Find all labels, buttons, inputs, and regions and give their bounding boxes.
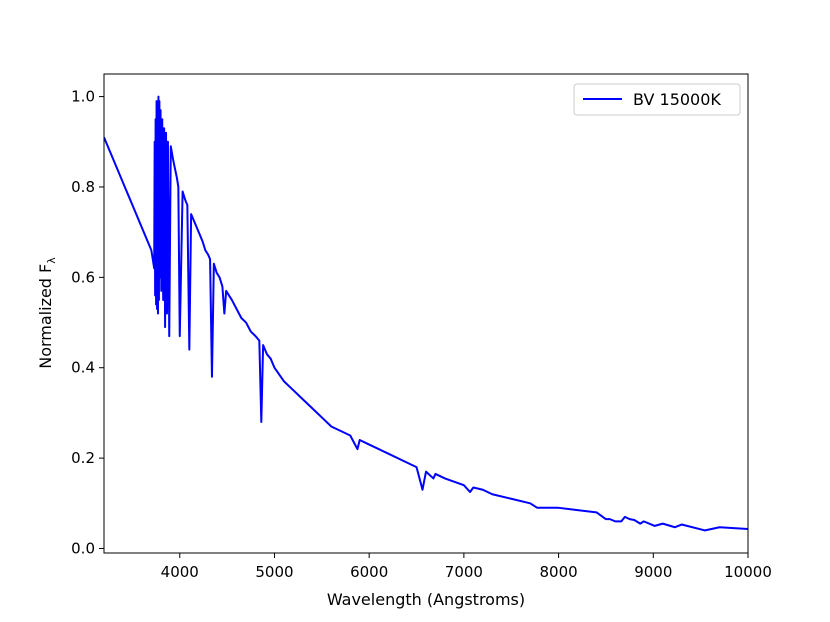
legend-box: [573, 83, 741, 116]
y-tick-label: 0.2: [71, 449, 95, 467]
y-tick-label: 1.0: [71, 88, 95, 106]
x-axis-ticks: 4000 5000 6000 7000 8000 9000 10000: [161, 553, 772, 581]
series-layer: [104, 95, 748, 532]
x-tick-label: 5000: [255, 563, 293, 581]
y-axis-label-main: Normalized F: [36, 264, 55, 369]
plot-frame: [103, 73, 749, 554]
y-axis-label-subscript: λ: [45, 257, 58, 264]
y-tick-label: 0.6: [71, 268, 95, 286]
legend-label: BV 15000K: [633, 90, 721, 109]
y-tick-label: 0.4: [71, 359, 95, 377]
plot-background: [104, 74, 748, 553]
y-tick-label: 0.8: [71, 178, 95, 196]
x-tick-label: 10000: [724, 563, 772, 581]
x-axis-label: Wavelength (Angstroms): [327, 590, 525, 609]
x-tick-label: 6000: [350, 563, 388, 581]
x-tick-label: 8000: [539, 563, 577, 581]
y-tick-label: 0.0: [71, 539, 95, 557]
legend: BV 15000K: [573, 83, 741, 116]
x-tick-label: 9000: [634, 563, 672, 581]
x-tick-label: 4000: [161, 563, 199, 581]
x-tick-label: 7000: [445, 563, 483, 581]
y-axis-label: Normalized Fλ: [36, 257, 58, 369]
series-line-0: [104, 95, 748, 532]
y-axis-ticks: 0.0 0.2 0.4 0.6 0.8 1.0: [71, 88, 104, 557]
